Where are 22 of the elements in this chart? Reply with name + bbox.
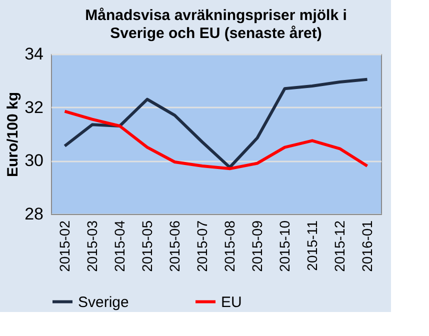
x-tick-label: 2015-05 [138,220,155,272]
y-tick-label: 30 [24,151,44,170]
y-axis-title: Euro/100 kg [4,92,22,178]
x-tick-label: 2015-07 [194,220,210,272]
x-tick-label: 2016-01 [358,220,375,272]
x-tick-label: 2015-06 [166,220,182,272]
y-tick-label: 28 [24,204,44,224]
x-tick-label: 2015-03 [84,220,100,272]
x-tick-label: 2015-09 [248,220,265,272]
legend-label: EU [221,294,242,311]
x-tick-label: 2015-02 [56,220,72,272]
line-series [63,110,369,170]
x-tick-label: 2015-12 [331,220,348,272]
line-series [63,78,369,169]
legend-label: Sverige [78,294,129,311]
x-tick-label: 2015-08 [221,220,238,272]
x-tick-label: 2015-10 [276,220,292,272]
y-tick-label: 32 [24,98,44,117]
y-tick-label: 34 [24,44,44,64]
chart-title: Månadsvisa avräkningspriser mjölk i Sverige och EU (senaste året) [85,7,347,42]
x-tick-label: 2015-04 [111,220,128,272]
x-tick-label: 2015-11 [304,220,320,271]
